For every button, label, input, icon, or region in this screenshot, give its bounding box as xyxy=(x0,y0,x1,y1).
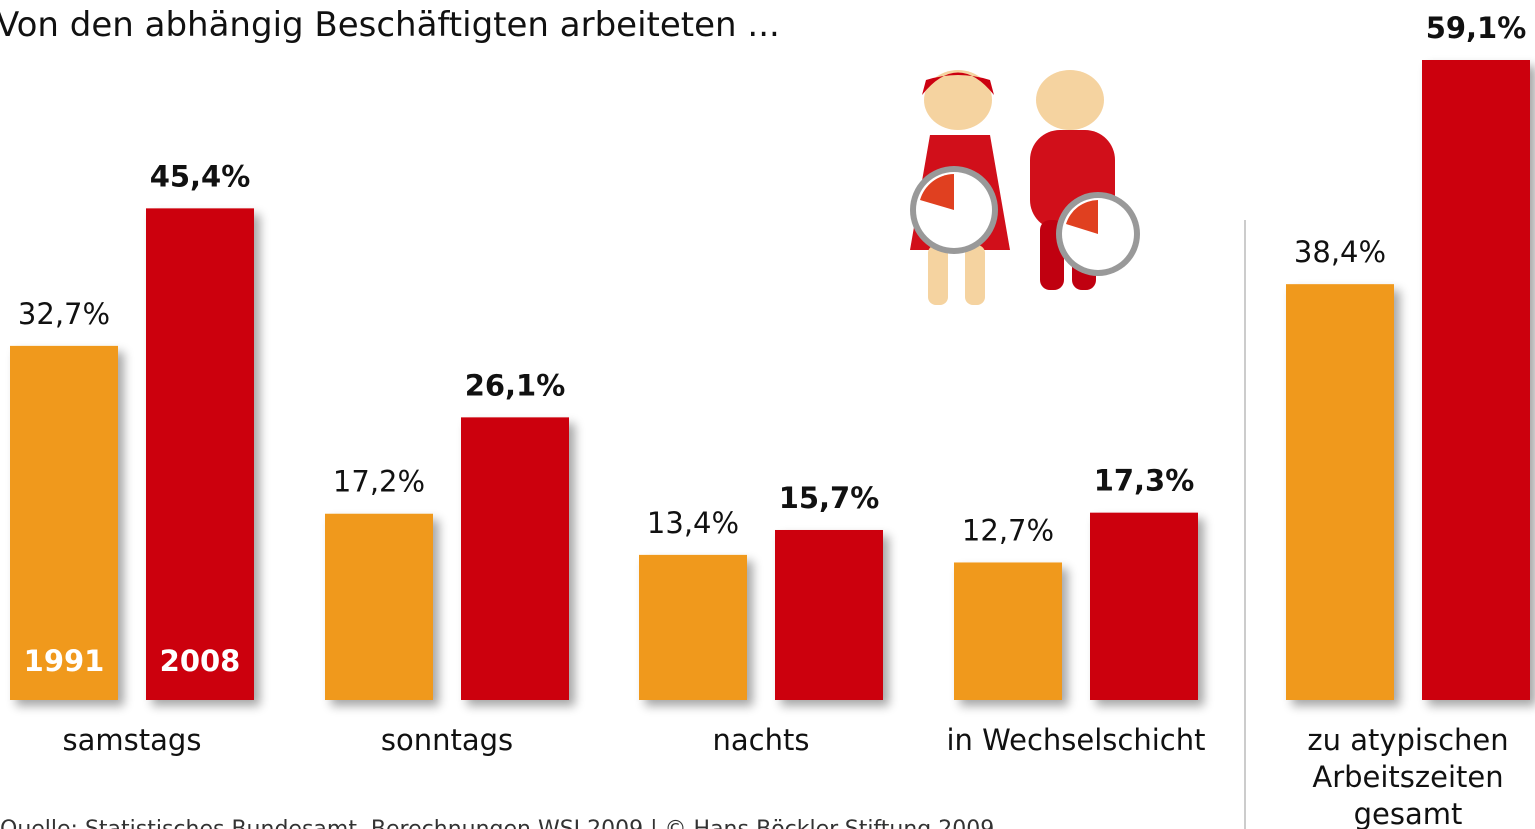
value-label: 13,4% xyxy=(647,506,739,540)
x-tick-label: sonntags xyxy=(287,722,607,759)
value-label: 59,1% xyxy=(1426,11,1527,45)
value-label: 17,3% xyxy=(1094,464,1195,498)
bar xyxy=(775,530,883,700)
legend-label: 2008 xyxy=(160,644,241,678)
bar xyxy=(146,208,254,700)
source-note: Quelle: Statistisches Bundesamt, Berechn… xyxy=(0,817,994,829)
x-tick-label: nachts xyxy=(601,722,921,759)
bar xyxy=(325,514,433,700)
x-tick-label: in Wechselschicht xyxy=(916,722,1236,759)
chart-canvas: Von den abhängig Beschäftigten arbeitete… xyxy=(0,0,1535,829)
x-tick-label: samstags xyxy=(0,722,292,759)
illustration xyxy=(910,70,1140,305)
chart-title: Von den abhängig Beschäftigten arbeitete… xyxy=(0,5,780,45)
value-label: 45,4% xyxy=(150,159,251,193)
bar xyxy=(1090,513,1198,700)
value-label: 38,4% xyxy=(1294,235,1386,269)
legend-label: 1991 xyxy=(24,644,105,678)
bar xyxy=(461,417,569,700)
bar xyxy=(639,555,747,700)
bar xyxy=(954,562,1062,700)
value-label: 32,7% xyxy=(18,297,110,331)
value-label: 12,7% xyxy=(962,513,1054,547)
value-label: 17,2% xyxy=(333,465,425,499)
chart: Von den abhängig Beschäftigten arbeitete… xyxy=(0,0,1535,829)
x-tick-label: zu atypischen Arbeitszeiten gesamt xyxy=(1283,722,1533,829)
bar xyxy=(1422,60,1530,700)
value-label: 15,7% xyxy=(779,481,880,515)
bar xyxy=(1286,284,1394,700)
value-label: 26,1% xyxy=(465,368,566,402)
